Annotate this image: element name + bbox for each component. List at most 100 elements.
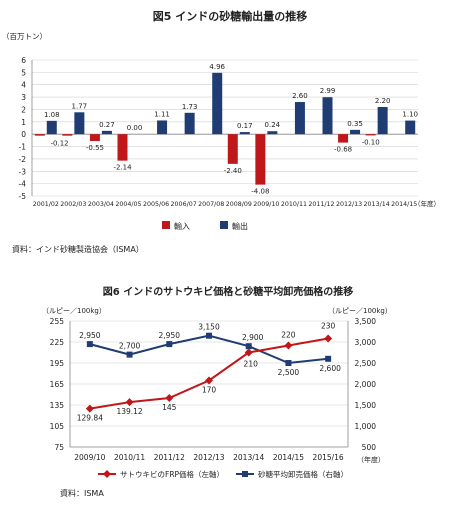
chart2-x-tick-label: 2015/16 bbox=[313, 453, 344, 462]
bar-export bbox=[74, 112, 85, 135]
chart1-data-labels: 1.08 -0.12 1.77 0.27 -0.55 0.00 -2.14 1.11 1.73 4… bbox=[44, 63, 418, 196]
wholesale-data-label: 2,950 bbox=[79, 331, 101, 340]
chart1-y-tick-label: 5 bbox=[21, 68, 26, 77]
chart1-data-label: 1.77 bbox=[72, 102, 88, 110]
bar-export bbox=[350, 129, 361, 135]
frp-data-label: 230 bbox=[321, 322, 336, 331]
chart2-x-tick-label: 2014/15 bbox=[273, 453, 304, 462]
bar-import bbox=[62, 134, 73, 136]
chart2-legend: サトウキビのFRP価格（左軸） 砂糖平均卸売価格（右軸） bbox=[98, 469, 348, 479]
chart2-left-y-tick-label: 105 bbox=[50, 422, 65, 431]
bar-import bbox=[365, 134, 376, 136]
chart2-right-y-tick-label: 1,500 bbox=[355, 401, 377, 410]
chart1-x-tick-label: 2001/02 bbox=[33, 201, 59, 208]
chart2-left-y-tick-label: 165 bbox=[50, 380, 65, 389]
chart2-x-tick-label: 2011/12 bbox=[154, 453, 185, 462]
bar-export bbox=[212, 72, 223, 135]
bar-import bbox=[34, 134, 45, 136]
chart1-x-tick-label: 2005/06 bbox=[143, 201, 169, 208]
chart1-x-tick-label: 2010/11 bbox=[281, 201, 307, 208]
legend-wholesale-marker bbox=[242, 471, 248, 477]
chart1-data-label: -4.08 bbox=[251, 188, 269, 196]
bar-export bbox=[322, 97, 333, 135]
wholesale-data-label: 2,700 bbox=[119, 342, 141, 351]
frp-data-label: 145 bbox=[162, 403, 177, 412]
legend-import-label: 輸入 bbox=[174, 221, 190, 231]
chart1-title: 図5 インドの砂糖輸出量の推移 bbox=[153, 9, 307, 23]
legend-frp-label: サトウキビのFRP価格（左軸） bbox=[120, 469, 224, 479]
chart2-title: 図6 インドのサトウキビ価格と砂糖平均卸売価格の推移 bbox=[103, 285, 353, 298]
wholesale-data-label: 2,600 bbox=[319, 364, 341, 373]
series-wholesale-point bbox=[245, 343, 252, 350]
chart1-data-label: 2.20 bbox=[375, 97, 391, 105]
chart1-x-unit: （年度） bbox=[414, 199, 440, 208]
chart2-gridlines bbox=[69, 320, 349, 448]
chart2-left-y-tick-label: 225 bbox=[50, 338, 65, 347]
chart2-left-y-tick-label: 195 bbox=[50, 359, 65, 368]
bar-export bbox=[405, 120, 416, 135]
chart1-y-tick-label: -5 bbox=[19, 192, 27, 201]
bar-import bbox=[338, 134, 349, 143]
chart2-left-y-tick-label: 255 bbox=[50, 317, 65, 326]
series-wholesale-point bbox=[325, 355, 332, 362]
chart1-data-label: 0.35 bbox=[347, 120, 363, 128]
wholesale-data-label: 2,900 bbox=[242, 333, 264, 342]
bar-export bbox=[46, 120, 57, 135]
chart1-y-tick-label: -4 bbox=[19, 180, 27, 189]
chart1-legend: 輸入 輸出 bbox=[162, 221, 248, 231]
legend-frp-marker bbox=[103, 470, 111, 478]
chart1-data-label: -0.68 bbox=[334, 146, 352, 154]
chart1-x-tick-label: 2009/10 bbox=[253, 201, 279, 208]
chart1-x-tick-label: 2003/04 bbox=[88, 201, 114, 208]
bar-import bbox=[255, 134, 266, 185]
chart2-right-y-tick-label: 3,500 bbox=[355, 317, 377, 326]
series-frp-point bbox=[244, 348, 253, 357]
chart1-data-label: 0.27 bbox=[99, 121, 115, 129]
chart2-x-tick-label: 2012/13 bbox=[193, 453, 224, 462]
chart1-y-tick-label: 6 bbox=[21, 56, 26, 65]
chart1-y-tick-label: 3 bbox=[21, 93, 26, 102]
chart1-data-label: 4.96 bbox=[209, 63, 225, 71]
chart1-y-tick-label: 2 bbox=[21, 105, 26, 114]
chart2-x-unit: （年度） bbox=[357, 455, 385, 464]
chart1-data-label: -2.40 bbox=[224, 167, 242, 175]
chart2-x-tick-label: 2010/11 bbox=[114, 453, 145, 462]
chart2-right-unit: （ルピー／100kg） bbox=[328, 307, 392, 315]
chart1-y-tick-label: 4 bbox=[21, 81, 26, 90]
chart2-left-unit: （ルピー／100kg） bbox=[42, 307, 106, 315]
chart2-right-y-tick-label: 1,000 bbox=[355, 422, 377, 431]
bar-export bbox=[267, 131, 278, 135]
chart-sugarcane-and-sugar-price: 図6 インドのサトウキビ価格と砂糖平均卸売価格の推移 （ルピー／100kg） （… bbox=[42, 285, 392, 498]
chart1-x-tick-label: 2014/15 bbox=[391, 201, 417, 208]
chart1-x-tick-label: 2007/08 bbox=[198, 201, 224, 208]
chart2-right-y-ticks: 500 1,000 1,500 2,000 2,500 3,000 3,500 bbox=[355, 317, 377, 452]
chart1-y-tick-label: -3 bbox=[19, 167, 27, 176]
chart1-data-label: 0.00 bbox=[127, 124, 143, 132]
series-frp-point bbox=[324, 334, 333, 343]
chart-export-volume: 図5 インドの砂糖輸出量の推移 （百万トン） -5 -4 -3 -2 -1 0 1 2 3 4 5 6… bbox=[2, 9, 440, 254]
chart1-y-unit: （百万トン） bbox=[2, 32, 47, 41]
legend-wholesale-label: 砂糖平均卸売価格（右軸） bbox=[258, 469, 348, 479]
wholesale-data-label: 2,950 bbox=[159, 331, 181, 340]
chart1-x-ticks: 2001/02 2002/03 2003/04 2004/05 2005/06 2006/… bbox=[33, 201, 418, 208]
wholesale-data-label: 3,150 bbox=[198, 323, 220, 332]
chart1-y-tick-label: -2 bbox=[19, 155, 27, 164]
frp-data-label: 170 bbox=[202, 386, 217, 395]
chart1-data-label: 2.99 bbox=[320, 87, 336, 95]
legend-export-swatch bbox=[220, 221, 228, 229]
chart1-x-tick-label: 2002/03 bbox=[60, 201, 86, 208]
chart2-x-tick-label: 2013/14 bbox=[233, 453, 264, 462]
chart2-data-labels: 2,950 2,700 2,950 3,150 2,900 2,500 2,600 129.8… bbox=[77, 322, 341, 423]
series-frp-point bbox=[205, 376, 213, 385]
bar-export bbox=[294, 102, 305, 135]
chart1-data-label: -0.10 bbox=[362, 138, 380, 146]
chart1-data-label: -0.55 bbox=[86, 144, 104, 152]
chart2-right-y-tick-label: 2,500 bbox=[355, 359, 377, 368]
chart1-y-tick-label: -1 bbox=[19, 143, 27, 152]
chart1-x-tick-label: 2004/05 bbox=[115, 201, 141, 208]
chart1-data-label: 1.11 bbox=[154, 110, 170, 118]
chart1-x-tick-label: 2013/14 bbox=[364, 201, 390, 208]
chart1-source: 資料：インド砂糖製造協会（ISMA） bbox=[12, 244, 144, 254]
bar-export bbox=[157, 120, 168, 135]
series-frp-point bbox=[125, 398, 134, 407]
